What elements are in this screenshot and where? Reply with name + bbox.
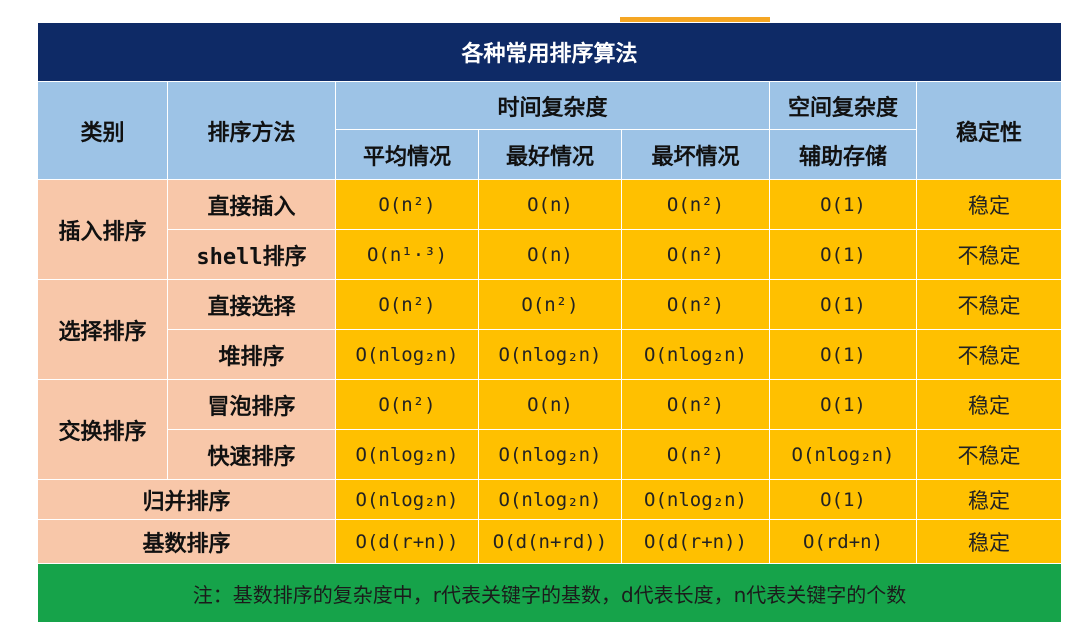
stability-cell: 不稳定 bbox=[915, 329, 1063, 380]
method-cell: shell排序 bbox=[167, 229, 336, 280]
group-radix-sort: 基数排序 bbox=[37, 519, 336, 564]
worst-cell: O(n²) bbox=[621, 179, 770, 230]
method-cell: 直接插入 bbox=[167, 179, 336, 230]
best-cell: O(n) bbox=[478, 229, 622, 280]
worst-cell: O(nlog₂n) bbox=[621, 479, 770, 520]
worst-cell: O(n²) bbox=[621, 229, 770, 280]
table-row: 选择排序 直接选择 O(n²) O(n²) O(n²) O(1) 不稳定 bbox=[37, 279, 1063, 380]
header-aux-storage: 辅助存储 bbox=[769, 129, 917, 180]
table-row: 交换排序 冒泡排序 O(n²) O(n) O(n²) O(1) 稳定 bbox=[37, 379, 1063, 480]
sorting-table-container: 各种常用排序算法 类别 排序方法 时间复杂度 空间复杂度 稳定性 平均情况 最好… bbox=[36, 22, 1063, 623]
worst-cell: O(n²) bbox=[621, 379, 770, 430]
best-cell: O(n) bbox=[478, 179, 622, 230]
group-merge-sort: 归并排序 bbox=[37, 479, 336, 520]
avg-cell: O(n²) bbox=[335, 179, 479, 230]
header-time-complexity: 时间复杂度 bbox=[335, 81, 770, 130]
best-cell: O(d(n+rd)) bbox=[478, 519, 622, 564]
header-average: 平均情况 bbox=[335, 129, 479, 180]
aux-cell: O(1) bbox=[769, 479, 917, 520]
sorting-complexity-table: 各种常用排序算法 类别 排序方法 时间复杂度 空间复杂度 稳定性 平均情况 最好… bbox=[36, 22, 1063, 623]
header-best: 最好情况 bbox=[478, 129, 622, 180]
table-row: 快速排序 O(nlog₂n) O(nlog₂n) O(n²) O(nlog₂n)… bbox=[38, 429, 1063, 480]
aux-cell: O(nlog₂n) bbox=[769, 429, 917, 480]
method-cell: 快速排序 bbox=[167, 429, 336, 480]
aux-cell: O(1) bbox=[769, 179, 917, 230]
group-swap-sort: 交换排序 bbox=[37, 379, 168, 480]
header-method: 排序方法 bbox=[167, 81, 336, 180]
table-row: 基数排序 O(d(r+n)) O(d(n+rd)) O(d(r+n)) O(rd… bbox=[37, 519, 1063, 564]
table-row: shell排序 O(n¹·³) O(n) O(n²) O(1) 不稳定 bbox=[38, 229, 1063, 280]
table-row: 堆排序 O(nlog₂n) O(nlog₂n) O(nlog₂n) O(1) 不… bbox=[38, 329, 1063, 380]
worst-cell: O(d(r+n)) bbox=[621, 519, 770, 564]
avg-cell: O(n²) bbox=[335, 279, 479, 330]
method-cell: 冒泡排序 bbox=[167, 379, 336, 430]
avg-cell: O(nlog₂n) bbox=[335, 329, 479, 380]
table-row: 插入排序 直接插入 O(n²) O(n) O(n²) O(1) 稳定 bbox=[37, 179, 1063, 280]
stability-cell: 不稳定 bbox=[915, 279, 1063, 330]
header-category: 类别 bbox=[37, 81, 168, 180]
stability-cell: 稳定 bbox=[915, 379, 1063, 430]
avg-cell: O(n²) bbox=[335, 379, 479, 430]
stability-cell: 稳定 bbox=[915, 479, 1063, 520]
worst-cell: O(n²) bbox=[621, 429, 770, 480]
best-cell: O(n²) bbox=[478, 279, 622, 330]
best-cell: O(nlog₂n) bbox=[478, 429, 622, 480]
best-cell: O(n) bbox=[478, 379, 622, 430]
aux-cell: O(1) bbox=[769, 229, 917, 280]
stability-cell: 不稳定 bbox=[915, 429, 1063, 480]
table-row: 归并排序 O(nlog₂n) O(nlog₂n) O(nlog₂n) O(1) … bbox=[37, 479, 1063, 520]
header-worst: 最坏情况 bbox=[621, 129, 770, 180]
avg-cell: O(nlog₂n) bbox=[335, 479, 479, 520]
header-stability: 稳定性 bbox=[915, 81, 1063, 180]
table-title: 各种常用排序算法 bbox=[36, 22, 1063, 82]
footnote: 注：基数排序的复杂度中，r代表关键字的基数，d代表长度，n代表关键字的个数 bbox=[36, 563, 1063, 623]
best-cell: O(nlog₂n) bbox=[478, 329, 622, 380]
avg-cell: O(nlog₂n) bbox=[335, 429, 479, 480]
aux-cell: O(1) bbox=[769, 379, 917, 430]
avg-cell: O(n¹·³) bbox=[335, 229, 479, 280]
group-select-sort: 选择排序 bbox=[37, 279, 168, 380]
best-cell: O(nlog₂n) bbox=[478, 479, 622, 520]
aux-cell: O(1) bbox=[769, 279, 917, 330]
avg-cell: O(d(r+n)) bbox=[335, 519, 479, 564]
header-space-complexity: 空间复杂度 bbox=[769, 81, 917, 130]
stability-cell: 稳定 bbox=[915, 179, 1063, 230]
stability-cell: 不稳定 bbox=[915, 229, 1063, 280]
method-cell: 直接选择 bbox=[167, 279, 336, 330]
aux-cell: O(1) bbox=[769, 329, 917, 380]
group-insert-sort: 插入排序 bbox=[37, 179, 168, 280]
worst-cell: O(n²) bbox=[621, 279, 770, 330]
worst-cell: O(nlog₂n) bbox=[621, 329, 770, 380]
top-accent-bar bbox=[620, 17, 770, 22]
method-cell: 堆排序 bbox=[167, 329, 336, 380]
aux-cell: O(rd+n) bbox=[769, 519, 917, 564]
stability-cell: 稳定 bbox=[915, 519, 1063, 564]
